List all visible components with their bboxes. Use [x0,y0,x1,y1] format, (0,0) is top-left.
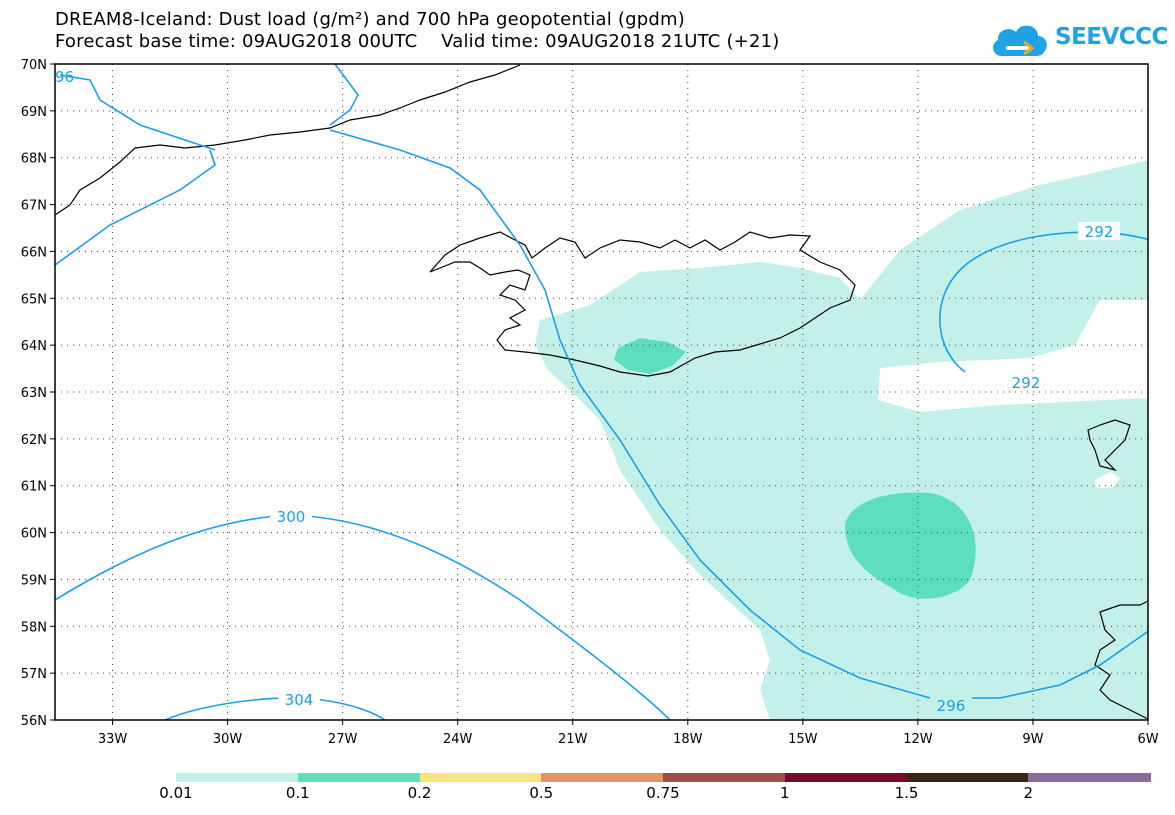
colorbar-label: 0.75 [646,784,680,802]
coast-greenland [55,64,521,216]
colorbar-swatch [297,773,420,782]
coast-faroes [1087,419,1131,472]
contour-label-292-bottom: 292 [1012,374,1041,392]
lat-label: 62N [21,433,47,448]
contour-296-main [329,129,1148,699]
lat-label: 60N [21,527,47,542]
gridlines [55,64,1148,720]
axes: 33W 30W 27W 24W 21W 18W 15W 12W 9W 6W 70N 69N 68N 67N… [21,58,1159,747]
contour-296-north [59,74,216,151]
lat-label: 69N [21,105,47,120]
coast-scotland [1094,600,1148,720]
colorbar-label: 0.01 [159,784,193,802]
contour-296-west [55,149,216,266]
colorbar-swatch [784,773,907,782]
coast-iceland [429,231,856,377]
dust-area-medium-ocean [845,492,976,599]
geopotential-contours [55,64,1148,720]
colorbar-swatch [419,773,542,782]
lon-label: 30W [213,732,243,747]
lon-label: 18W [673,732,703,747]
logo-text: SEEVCCC [1055,24,1168,50]
lat-label: 68N [21,152,47,167]
colorbar-swatch [541,773,664,782]
contour-300 [55,514,671,720]
contour-label-96: 96 [55,68,74,86]
contour-label-296: 296 [937,697,966,715]
contour-label-bg [270,508,312,526]
lat-label: 66N [21,245,47,260]
colorbar-label: 1 [779,784,790,802]
dust-area-light [535,160,1148,720]
lat-label: 56N [21,714,47,729]
lon-label: 21W [558,732,588,747]
lat-label: 67N [21,199,47,214]
dust-hole [1095,472,1120,488]
lon-label: 6W [1137,732,1158,747]
lon-label: 9W [1022,732,1043,747]
colorbar-label: 1.5 [894,784,919,802]
dust-area-medium-iceland [614,338,686,374]
colorbar-swatch [1028,773,1151,782]
lat-label: 57N [21,667,47,682]
contour-label-304: 304 [285,691,314,709]
colorbar-label: 0.1 [285,784,310,802]
contour-label-bg [1005,373,1047,391]
contour-296-greenland [329,64,359,126]
lat-label: 70N [21,58,47,73]
colorbar-label: 0.5 [529,784,554,802]
contour-label-bg [278,690,320,708]
lon-label: 27W [328,732,358,747]
lat-label: 59N [21,573,47,588]
chart-title: DREAM8-Iceland: Dust load (g/m²) and 700… [55,9,685,30]
lat-label: 61N [21,480,47,495]
contour-label-292-top: 292 [1085,223,1114,241]
lon-label: 24W [443,732,473,747]
lat-label: 65N [21,292,47,307]
lat-label: 63N [21,386,47,401]
contour-304 [164,697,386,720]
lon-label: 15W [788,732,818,747]
colorbar-swatch [176,773,299,782]
map-plot-area: 96 300 304 292 292 296 [55,64,1148,720]
contour-label-300: 300 [277,508,306,526]
colorbar-label: 0.2 [407,784,432,802]
colorbar-swatch [906,773,1029,782]
cloud-logo-icon [993,25,1047,56]
coastlines [55,64,1148,720]
contour-label-bg [930,696,972,714]
lat-label: 64N [21,339,47,354]
lon-label: 12W [903,732,933,747]
colorbar-swatch [663,773,786,782]
colorbar-label: 2 [1023,784,1034,802]
contour-label-bg [1078,222,1120,240]
lat-label: 58N [21,620,47,635]
chart-subtitle: Forecast base time: 09AUG2018 00UTC Vali… [55,31,780,52]
lon-label: 33W [98,732,128,747]
